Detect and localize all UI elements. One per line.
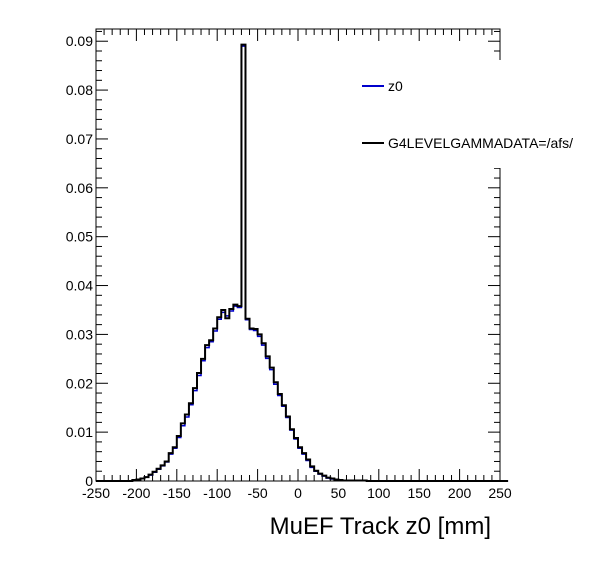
x-tick-label: 250: [488, 485, 512, 501]
x-tick-label: 50: [331, 485, 347, 501]
x-tick-label: 200: [448, 485, 472, 501]
y-tick-label: 0.06: [66, 180, 93, 196]
x-tick-label: -200: [122, 485, 150, 501]
y-tick-label: 0.08: [66, 82, 93, 98]
y-tick-labels: 0 0.01 0.02 0.03 0.04 0.05 0.06 0.07 0.08 0.09: [66, 33, 93, 489]
x-tick-labels: -250 -200 -150 -100 -50 0 50 100 150 200 250: [82, 485, 512, 501]
x-tick-label: -50: [247, 485, 267, 501]
y-tick-label: 0.07: [66, 131, 93, 147]
y-tick-label: 0.01: [66, 424, 93, 440]
y-tick-label: 0.03: [66, 326, 93, 342]
x-tick-label: -250: [82, 485, 110, 501]
plot-frame: [95, 28, 501, 482]
legend-entry-label: G4LEVELGAMMADATA=/afs/: [388, 135, 573, 151]
x-tick-label: 0: [294, 485, 302, 501]
y-tick-label: 0.05: [66, 229, 93, 245]
y-tick-label: 0: [85, 473, 93, 489]
axis-ticks: [95, 29, 501, 482]
legend-entry-label: z0: [388, 78, 403, 94]
y-tick-label: 0.04: [66, 278, 93, 294]
x-tick-label: -100: [203, 485, 231, 501]
x-tick-label: -150: [163, 485, 191, 501]
x-axis-title: MuEF Track z0 [mm]: [270, 513, 491, 540]
legend-background: [355, 60, 596, 168]
x-tick-label: 100: [367, 485, 391, 501]
y-tick-label: 0.02: [66, 375, 93, 391]
x-tick-label: 150: [408, 485, 432, 501]
legend: z0 G4LEVELGAMMADATA=/afs/: [355, 60, 596, 168]
y-tick-label: 0.09: [66, 33, 93, 49]
